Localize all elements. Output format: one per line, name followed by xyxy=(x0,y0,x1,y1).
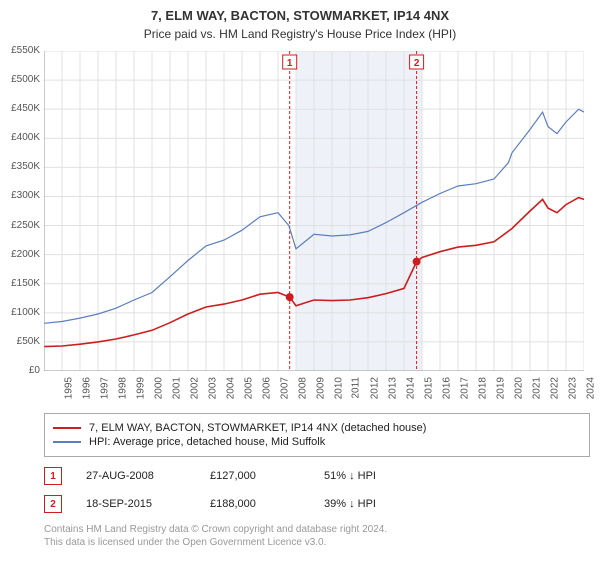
x-axis-label: 2008 xyxy=(297,377,308,399)
transaction-row: 2 18-SEP-2015 £188,000 39% ↓ HPI xyxy=(44,495,590,513)
x-axis-label: 2013 xyxy=(387,377,398,399)
y-axis-label: £0 xyxy=(4,365,40,376)
x-axis-label: 2017 xyxy=(459,377,470,399)
x-axis-label: 2020 xyxy=(513,377,524,399)
legend-item: 7, ELM WAY, BACTON, STOWMARKET, IP14 4NX… xyxy=(53,422,581,434)
footnote-line: This data is licensed under the Open Gov… xyxy=(44,536,590,549)
y-axis-label: £100K xyxy=(4,307,40,318)
x-axis-label: 2022 xyxy=(549,377,560,399)
legend-swatch xyxy=(53,427,81,429)
y-axis-label: £50K xyxy=(4,336,40,347)
x-axis-label: 2011 xyxy=(351,377,362,399)
svg-text:2: 2 xyxy=(414,58,420,69)
transaction-price: £127,000 xyxy=(210,470,300,482)
footnote: Contains HM Land Registry data © Crown c… xyxy=(44,523,590,549)
transaction-price: £188,000 xyxy=(210,498,300,510)
legend-item: HPI: Average price, detached house, Mid … xyxy=(53,436,581,448)
x-axis-label: 2012 xyxy=(369,377,380,399)
x-axis-label: 2002 xyxy=(189,377,200,399)
y-axis-label: £300K xyxy=(4,190,40,201)
x-axis-label: 2005 xyxy=(243,377,254,399)
y-axis-label: £250K xyxy=(4,220,40,231)
x-axis-label: 2003 xyxy=(207,377,218,399)
transaction-marker: 2 xyxy=(44,495,62,513)
y-axis-label: £150K xyxy=(4,278,40,289)
x-axis-label: 1998 xyxy=(117,377,128,399)
x-axis-label: 1999 xyxy=(135,377,146,399)
x-axis-label: 2001 xyxy=(171,377,182,399)
x-axis-label: 2009 xyxy=(315,377,326,399)
x-axis-label: 1995 xyxy=(63,377,74,399)
y-axis-label: £350K xyxy=(4,161,40,172)
y-axis-label: £550K xyxy=(4,45,40,56)
x-axis-label: 2014 xyxy=(405,377,416,399)
x-axis-label: 2007 xyxy=(279,377,290,399)
y-axis-label: £200K xyxy=(4,249,40,260)
page-title: 7, ELM WAY, BACTON, STOWMARKET, IP14 4NX xyxy=(0,8,600,23)
legend: 7, ELM WAY, BACTON, STOWMARKET, IP14 4NX… xyxy=(44,413,590,457)
x-axis-label: 2000 xyxy=(153,377,164,399)
page-subtitle: Price paid vs. HM Land Registry's House … xyxy=(0,27,600,41)
y-axis-label: £450K xyxy=(4,103,40,114)
x-axis-label: 2024 xyxy=(585,377,596,399)
x-axis-label: 2006 xyxy=(261,377,272,399)
x-axis-label: 2023 xyxy=(567,377,578,399)
transaction-hpi-delta: 39% ↓ HPI xyxy=(324,498,376,510)
x-axis-label: 2016 xyxy=(441,377,452,399)
footnote-line: Contains HM Land Registry data © Crown c… xyxy=(44,523,590,536)
y-axis-label: £500K xyxy=(4,74,40,85)
legend-label: HPI: Average price, detached house, Mid … xyxy=(89,436,325,448)
line-chart: 12 xyxy=(44,51,584,371)
transaction-marker: 1 xyxy=(44,467,62,485)
transaction-row: 1 27-AUG-2008 £127,000 51% ↓ HPI xyxy=(44,467,590,485)
x-axis-label: 2004 xyxy=(225,377,236,399)
transaction-hpi-delta: 51% ↓ HPI xyxy=(324,470,376,482)
y-axis-label: £400K xyxy=(4,132,40,143)
transaction-date: 27-AUG-2008 xyxy=(86,470,186,482)
chart-area: £0£50K£100K£150K£200K£250K£300K£350K£400… xyxy=(44,51,590,407)
x-axis-label: 2019 xyxy=(495,377,506,399)
transaction-date: 18-SEP-2015 xyxy=(86,498,186,510)
svg-text:1: 1 xyxy=(287,58,293,69)
x-axis-label: 1996 xyxy=(81,377,92,399)
x-axis-label: 2010 xyxy=(333,377,344,399)
legend-label: 7, ELM WAY, BACTON, STOWMARKET, IP14 4NX… xyxy=(89,422,426,434)
legend-swatch xyxy=(53,441,81,443)
x-axis-label: 2015 xyxy=(423,377,434,399)
x-axis-label: 2018 xyxy=(477,377,488,399)
x-axis-label: 1997 xyxy=(99,377,110,399)
x-axis-label: 2021 xyxy=(531,377,542,399)
